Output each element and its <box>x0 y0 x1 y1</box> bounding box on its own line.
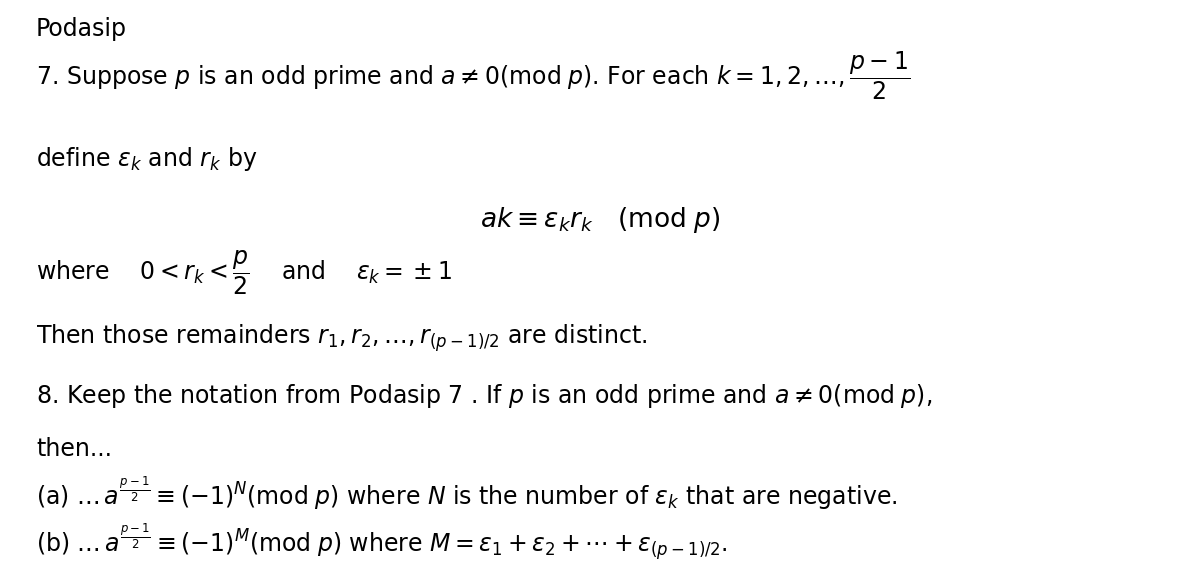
Text: then...: then... <box>36 438 112 461</box>
Text: 7. Suppose $p$ is an odd prime and $a \neq 0(\mathrm{mod}\; p)$. For each $k = 1: 7. Suppose $p$ is an odd prime and $a \n… <box>36 49 911 102</box>
Text: where $\quad 0 < r_k < \dfrac{p}{2} \quad$ and $\quad \epsilon_k = \pm 1$: where $\quad 0 < r_k < \dfrac{p}{2} \qua… <box>36 249 452 297</box>
Text: (b) $\ldots\, a^{\frac{p-1}{2}} \equiv (-1)^M(\mathrm{mod}\; p)$ where $M = \eps: (b) $\ldots\, a^{\frac{p-1}{2}} \equiv (… <box>36 522 727 563</box>
Text: (a) $\ldots\, a^{\frac{p-1}{2}} \equiv (-1)^N(\mathrm{mod}\; p)$ where $N$ is th: (a) $\ldots\, a^{\frac{p-1}{2}} \equiv (… <box>36 474 898 512</box>
Text: $ak \equiv \epsilon_k r_k \quad (\mathrm{mod}\; p)$: $ak \equiv \epsilon_k r_k \quad (\mathrm… <box>480 205 720 235</box>
Text: Then those remainders $r_1, r_2, \ldots, r_{(p-1)/2}$ are distinct.: Then those remainders $r_1, r_2, \ldots,… <box>36 322 647 354</box>
Text: define $\epsilon_k$ and $r_k$ by: define $\epsilon_k$ and $r_k$ by <box>36 145 258 173</box>
Text: Podasip: Podasip <box>36 17 127 41</box>
Text: 8. Keep the notation from Podasip 7 . If $p$ is an odd prime and $a \neq 0(\math: 8. Keep the notation from Podasip 7 . If… <box>36 383 932 410</box>
